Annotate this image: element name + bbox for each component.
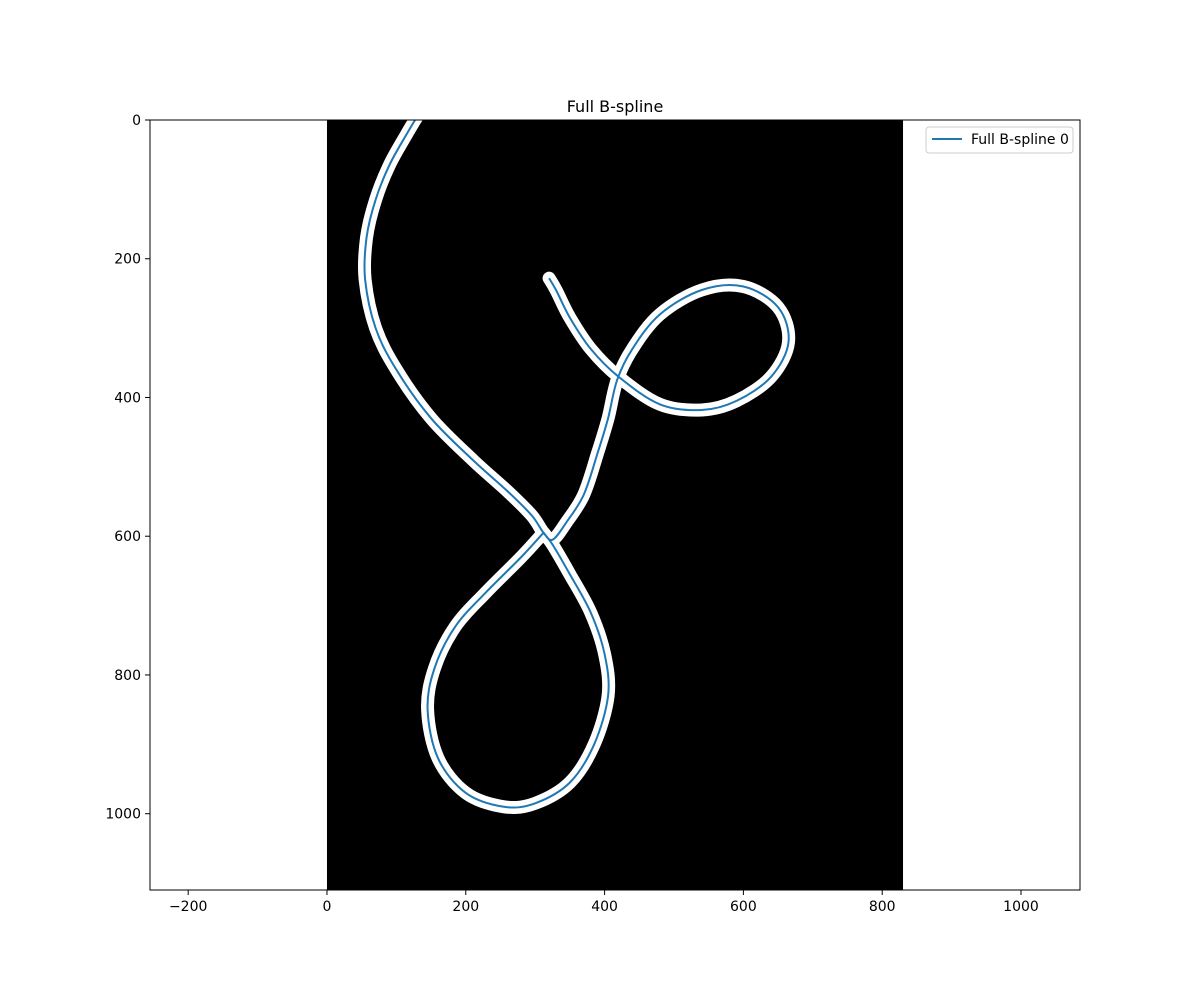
- y-tick-label: 400: [114, 390, 141, 406]
- legend: Full B-spline 0: [925, 126, 1074, 154]
- series-line-0: [363, 120, 790, 542]
- chart-title: Full B-spline: [567, 97, 664, 116]
- y-tick-label: 800: [114, 668, 141, 684]
- x-tick-label: 1000: [1003, 899, 1039, 915]
- series-line-1: [426, 532, 610, 809]
- series-line-layer: [363, 120, 790, 809]
- y-tick-label: 0: [132, 113, 141, 129]
- y-tick-label: 600: [114, 529, 141, 545]
- x-tick-label: −200: [169, 899, 207, 915]
- axes-frame: [149, 119, 1081, 891]
- x-tick-label: 800: [869, 899, 896, 915]
- y-tick-label: 200: [114, 252, 141, 268]
- x-tick-label: 400: [591, 899, 618, 915]
- x-tick-label: 200: [452, 899, 479, 915]
- y-axis: 0 200 400 600 800 1000: [105, 113, 150, 823]
- x-tick-label: 600: [730, 899, 757, 915]
- x-tick-label: 0: [323, 899, 332, 915]
- y-tick-label: 1000: [105, 807, 141, 823]
- plot-area: [149, 119, 1081, 891]
- image-background: [326, 120, 904, 890]
- x-axis: −200 0 200 400 600 800 1000: [169, 890, 1039, 915]
- legend-entry-label: Full B-spline 0: [971, 132, 1069, 148]
- legend-box: [925, 126, 1074, 154]
